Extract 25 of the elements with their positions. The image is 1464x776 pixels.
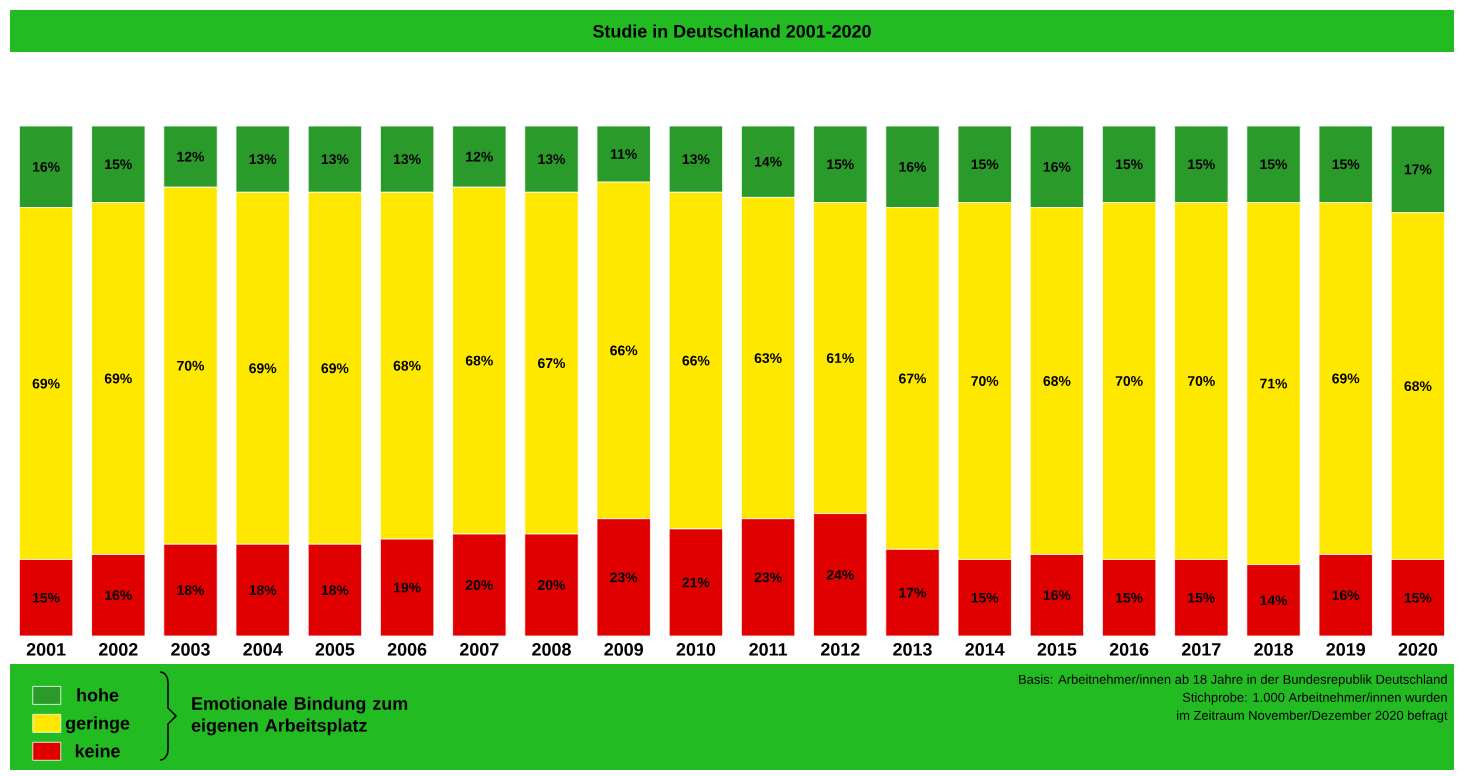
x-tick-label: 2014 — [965, 643, 1005, 656]
x-tick-label: 2001 — [26, 643, 66, 656]
x-tick-label: 2013 — [893, 643, 932, 656]
x-tick-label: 2003 — [171, 643, 210, 656]
x-tick-label: 2004 — [243, 643, 283, 656]
x-tick-label: 2012 — [820, 643, 860, 656]
x-tick-label: 2010 — [676, 643, 716, 656]
x-tick-label: 2019 — [1326, 643, 1365, 656]
x-tick-label: 2016 — [1109, 643, 1149, 656]
legend-label: geringe — [65, 716, 130, 734]
legend-label: hohe — [77, 688, 119, 702]
x-tick-label: 2018 — [1254, 643, 1293, 656]
legend-label: keine — [75, 744, 120, 758]
x-tick-label: 2009 — [604, 643, 643, 656]
x-tick-label: 2008 — [532, 643, 571, 656]
chart-title: Studie in Deutschland 2001-2020 — [593, 24, 871, 38]
x-tick-label: 2002 — [98, 643, 138, 656]
x-tick-label: 2011 — [749, 643, 788, 656]
x-tick-label: 2005 — [315, 643, 355, 656]
x-tick-label: 2017 — [1181, 643, 1221, 656]
x-tick-label: 2020 — [1398, 643, 1438, 656]
x-tick-label: 2007 — [459, 643, 499, 656]
x-tick-label: 2015 — [1037, 643, 1077, 656]
legend-title: Emotionale Bindung zum eigenen Arbeitsplatz — [191, 696, 408, 736]
x-tick-label: 2006 — [387, 643, 427, 656]
